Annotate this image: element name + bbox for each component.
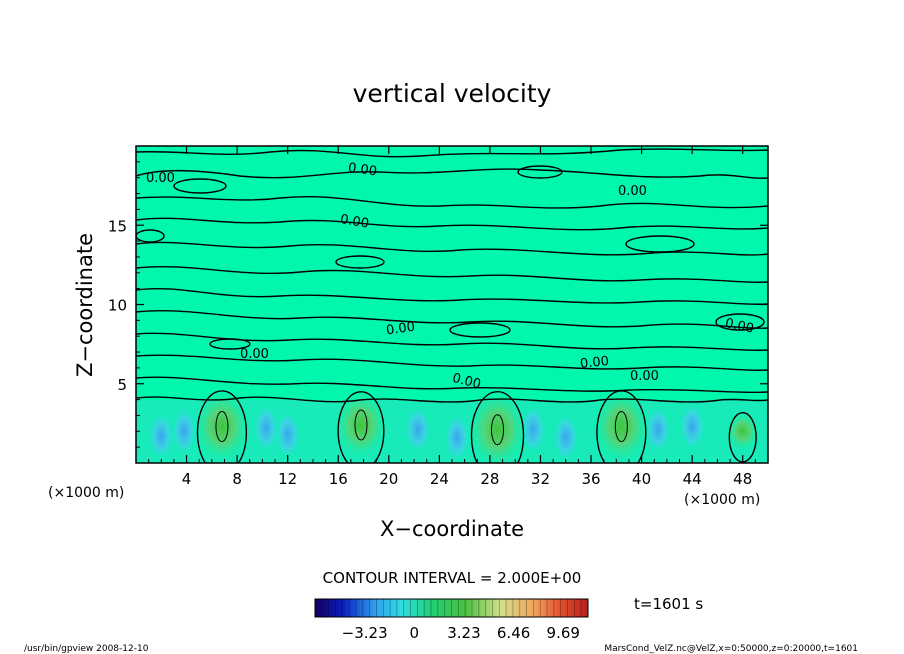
contour-line xyxy=(136,229,165,243)
updraft-core-contour xyxy=(614,411,628,443)
x-axis: 4 8 12 16 20 24 28 32 36 40 44 48 xyxy=(148,146,756,488)
x-tick-label: 4 xyxy=(182,470,192,488)
x-tick-label: 40 xyxy=(632,470,651,488)
contour-line xyxy=(136,241,768,256)
x-tick-label: 16 xyxy=(329,470,348,488)
downdraft-cell xyxy=(273,408,302,461)
contour-label: 0.00 xyxy=(618,184,647,199)
contour-line xyxy=(449,322,511,338)
x-tick-label: 12 xyxy=(278,470,297,488)
updraft-cell xyxy=(593,389,650,463)
updraft-contour xyxy=(196,390,248,463)
downdraft-cell xyxy=(252,402,281,455)
contour-label: 0.00 xyxy=(385,320,416,339)
x-tick-label: 24 xyxy=(430,470,449,488)
colorbar-tick-label: 3.23 xyxy=(447,624,480,642)
contour-line xyxy=(136,265,768,284)
downdraft-cell xyxy=(644,403,673,456)
footer-left: /usr/bin/gpview 2008-12-10 xyxy=(24,644,149,654)
colorbar-tick-label: 0 xyxy=(410,624,420,642)
contour-line xyxy=(136,396,768,403)
updraft-layer xyxy=(193,389,760,463)
colorbar-tick-label: 6.46 xyxy=(497,624,530,642)
contour-label: 0.00 xyxy=(339,212,370,232)
downdraft-cell xyxy=(443,411,472,463)
updraft-contour xyxy=(470,391,525,463)
contour-line xyxy=(136,148,768,158)
colorbar xyxy=(314,598,589,618)
contour-line xyxy=(173,178,227,194)
contour-line xyxy=(136,217,768,231)
x-tick-label: 20 xyxy=(379,470,398,488)
x-tick-label: 36 xyxy=(581,470,600,488)
contour-interval: CONTOUR INTERVAL = 2.000E+00 xyxy=(323,569,582,587)
contour-label: 0.00 xyxy=(240,347,269,362)
updraft-contour xyxy=(337,391,385,463)
downdraft-cell xyxy=(170,405,199,458)
downdraft-cell xyxy=(678,400,707,453)
updraft-core-contour xyxy=(215,411,229,443)
contour-label: 0.00 xyxy=(347,161,378,180)
colorbar-stripes xyxy=(321,599,582,617)
contour-label: 0.00 xyxy=(451,371,483,393)
x-tick-label: 48 xyxy=(733,470,752,488)
contour-label: 0.00 xyxy=(724,316,755,337)
contour-lines xyxy=(136,148,768,403)
x-axis-label: X−coordinate xyxy=(380,517,524,541)
downdraft-cell xyxy=(403,403,432,456)
footer-right: MarsCond_VelZ.nc@VelZ,x=0:50000,z=0:2000… xyxy=(604,644,858,654)
y-axis-label: Z−coordinate xyxy=(73,233,97,377)
y-tick-label: 5 xyxy=(117,376,127,394)
contour-line xyxy=(209,338,251,350)
colorbar-tick-label: 9.69 xyxy=(547,624,580,642)
contour-label: 0.00 xyxy=(146,171,175,186)
updraft-cell xyxy=(334,390,388,460)
x-tick-label: 8 xyxy=(232,470,242,488)
contour-line xyxy=(136,168,768,180)
contour-label: 0.00 xyxy=(630,369,659,384)
x-tick-label: 28 xyxy=(480,470,499,488)
contour-line xyxy=(136,309,768,329)
x-unit-right: (×1000 m) xyxy=(684,492,760,508)
colorbar-tick-label: −3.23 xyxy=(342,624,388,642)
updraft-cell xyxy=(467,389,528,463)
downdraft-layer xyxy=(147,400,707,463)
contour-line xyxy=(625,235,695,253)
time-label: t=1601 s xyxy=(634,595,703,613)
contour-line xyxy=(136,287,768,306)
contour-line xyxy=(335,255,385,269)
contour-labels: 0.00 0.00 0.00 0.00 0.00 0.00 0.00 0.00 … xyxy=(146,161,755,393)
downdraft-cell xyxy=(147,410,176,463)
contour-line xyxy=(136,354,768,372)
updraft-core-contour xyxy=(354,409,368,441)
chart-title: vertical velocity xyxy=(353,79,552,108)
plot-area: 0.00 0.00 0.00 0.00 0.00 0.00 0.00 0.00 … xyxy=(136,146,768,463)
x-tick-label: 32 xyxy=(531,470,550,488)
colorbar-ticks: −3.23 0 3.23 6.46 9.69 xyxy=(342,624,580,642)
contour-line xyxy=(136,195,768,209)
contour-line xyxy=(517,165,563,179)
downdraft-cell xyxy=(551,411,580,463)
y-axis: 5 10 15 xyxy=(108,161,768,448)
contour-line xyxy=(715,313,765,331)
x-tick-label: 44 xyxy=(683,470,702,488)
y-tick-label: 10 xyxy=(108,297,127,315)
x-unit-left: (×1000 m) xyxy=(48,485,124,501)
updraft-core-contour xyxy=(491,414,505,446)
downdraft-cell xyxy=(518,403,547,456)
updraft-cell xyxy=(193,389,251,463)
contour-label: 0.00 xyxy=(579,354,609,372)
updraft-cell xyxy=(726,411,760,451)
contour-line xyxy=(136,376,768,394)
y-tick-label: 15 xyxy=(108,217,127,235)
